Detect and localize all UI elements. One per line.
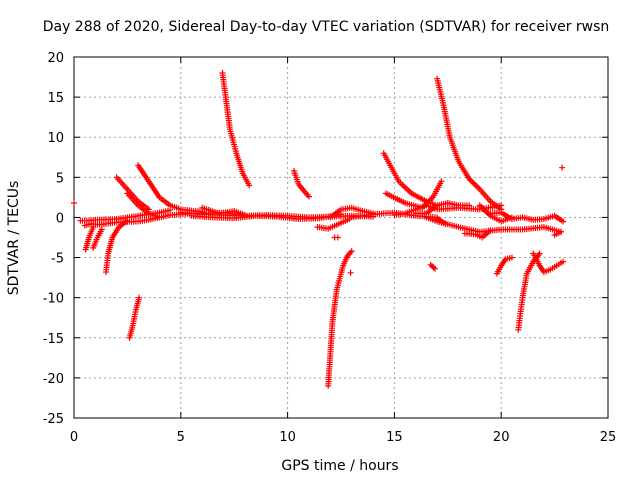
data-point-marks xyxy=(331,234,341,241)
data-series xyxy=(380,150,441,209)
data-point-marks xyxy=(551,228,564,239)
data-series xyxy=(71,200,77,206)
grid-lines xyxy=(74,57,608,418)
x-tick-label: 10 xyxy=(279,430,296,445)
y-axis-label: SDTVAR / TECUs xyxy=(6,181,22,296)
data-series xyxy=(199,204,248,218)
data-series xyxy=(82,224,97,253)
x-tick-label: 25 xyxy=(600,430,617,445)
y-tick-label: 0 xyxy=(56,211,64,226)
data-series xyxy=(331,234,341,241)
x-tick-label: 20 xyxy=(493,430,510,445)
y-tick-label: 20 xyxy=(47,51,64,66)
data-series xyxy=(219,70,253,189)
data-series xyxy=(530,250,567,275)
y-tick-label: -20 xyxy=(43,372,64,387)
data-point-marks xyxy=(82,224,97,253)
data-series xyxy=(291,167,312,200)
data-point-marks xyxy=(427,261,438,272)
data-series xyxy=(347,269,354,276)
data-point-marks xyxy=(103,217,131,275)
data-point-marks xyxy=(188,211,344,222)
data-point-marks xyxy=(461,227,494,241)
data-series xyxy=(412,200,473,217)
data-series xyxy=(493,254,515,277)
data-point-marks xyxy=(291,167,312,200)
data-point-marks xyxy=(412,200,473,217)
data-series xyxy=(434,75,505,213)
data-point-marks xyxy=(380,150,441,209)
y-tick-label: -10 xyxy=(43,292,64,307)
data-point-marks xyxy=(487,209,567,225)
x-tick-label: 0 xyxy=(70,430,78,445)
data-point-marks xyxy=(219,70,253,189)
data-point-marks xyxy=(530,250,567,275)
data-point-marks xyxy=(90,226,105,251)
data-point-marks xyxy=(434,75,505,213)
x-axis-label: GPS time / hours xyxy=(281,458,398,474)
data-series xyxy=(551,228,564,239)
data-point-marks xyxy=(71,200,77,206)
data-series xyxy=(126,294,143,341)
data-series xyxy=(427,261,438,272)
x-tick-label: 15 xyxy=(386,430,403,445)
data-series xyxy=(90,226,105,251)
y-tick-label: 5 xyxy=(56,171,64,186)
data-point-marks xyxy=(434,215,449,227)
data-series xyxy=(188,211,344,222)
data-series xyxy=(103,217,131,275)
data-point-marks xyxy=(314,216,353,232)
data-point-marks xyxy=(347,269,354,276)
y-tick-label: -5 xyxy=(51,252,64,267)
data-series xyxy=(487,209,567,225)
y-tick-label: -15 xyxy=(43,332,64,347)
data-point-marks xyxy=(124,190,163,221)
data-point-marks xyxy=(391,202,505,218)
y-tick-label: -25 xyxy=(43,412,64,427)
data-point-marks xyxy=(559,164,566,171)
data-point-marks xyxy=(126,294,143,341)
y-tick-label: 15 xyxy=(47,91,64,106)
data-series xyxy=(391,202,505,218)
data-point-marks xyxy=(493,254,515,277)
data-point-marks xyxy=(325,248,355,389)
data-series xyxy=(434,215,449,227)
data-series xyxy=(314,216,353,232)
data-series xyxy=(325,248,355,389)
y-tick-label: 10 xyxy=(47,131,64,146)
chart-title: Day 288 of 2020, Sidereal Day-to-day VTE… xyxy=(43,19,610,35)
data-point-marks xyxy=(199,204,248,218)
plot-frame xyxy=(73,56,609,419)
data-series xyxy=(124,190,163,221)
data-series xyxy=(559,164,566,171)
data-points xyxy=(71,70,567,389)
axis-ticks: 0 5 10 15 20 25 -25 -20 -15 -10 -5 0 5 10 15 20 xyxy=(43,51,617,445)
data-series xyxy=(461,227,494,241)
x-tick-label: 5 xyxy=(177,430,185,445)
